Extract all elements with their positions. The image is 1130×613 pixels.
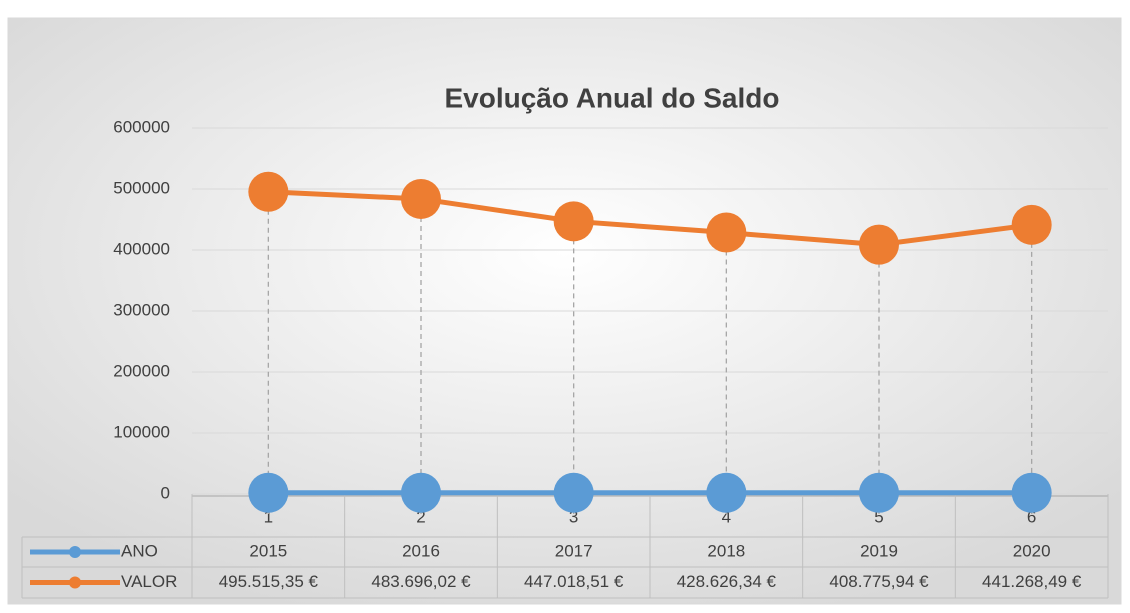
y-tick-label: 300000 bbox=[113, 300, 170, 319]
marker bbox=[706, 472, 747, 513]
y-tick-label: 500000 bbox=[113, 178, 170, 197]
marker bbox=[859, 224, 899, 265]
y-tick-label: 0 bbox=[161, 483, 170, 502]
table-cell: 2017 bbox=[555, 541, 593, 560]
x-tick-label: 6 bbox=[1027, 507, 1036, 526]
table-cell: 2016 bbox=[402, 541, 440, 560]
marker bbox=[401, 178, 441, 219]
legend-key-marker bbox=[69, 576, 81, 589]
table-cell: 447.018,51 € bbox=[524, 572, 624, 591]
marker bbox=[1011, 472, 1052, 513]
table-cell: 483.696,02 € bbox=[371, 572, 471, 591]
x-tick-label: 5 bbox=[874, 507, 883, 526]
marker bbox=[706, 212, 747, 253]
marker bbox=[1011, 204, 1052, 245]
marker bbox=[553, 201, 594, 242]
table-cell: 2020 bbox=[1013, 541, 1051, 560]
x-tick-label: 3 bbox=[569, 507, 578, 526]
table-cell: 495.515,35 € bbox=[219, 572, 319, 591]
table-cell: 2018 bbox=[707, 541, 745, 560]
series-line bbox=[268, 189, 1032, 248]
marker bbox=[859, 472, 899, 513]
y-tick-label: 400000 bbox=[113, 239, 170, 258]
table-cell: 428.626,34 € bbox=[677, 572, 777, 591]
marker bbox=[248, 171, 289, 212]
legend-key-marker bbox=[69, 546, 81, 558]
table-cell: 441.268,49 € bbox=[982, 572, 1082, 591]
marker bbox=[553, 472, 594, 513]
table-cell: 408.775,94 € bbox=[829, 572, 929, 591]
chart-title: Evolução Anual do Saldo bbox=[444, 82, 779, 113]
x-tick-label: 2 bbox=[416, 507, 425, 526]
table-cell: 2019 bbox=[860, 541, 898, 560]
legend-label: ANO bbox=[121, 541, 158, 560]
x-tick-label: 4 bbox=[722, 507, 731, 526]
legend-label: VALOR bbox=[121, 572, 177, 591]
y-tick-label: 600000 bbox=[113, 117, 170, 136]
marker bbox=[248, 472, 289, 513]
x-tick-label: 1 bbox=[264, 507, 273, 526]
marker bbox=[401, 472, 441, 513]
y-tick-label: 100000 bbox=[113, 422, 170, 441]
table-cell: 2015 bbox=[249, 541, 287, 560]
y-tick-label: 200000 bbox=[113, 361, 170, 380]
